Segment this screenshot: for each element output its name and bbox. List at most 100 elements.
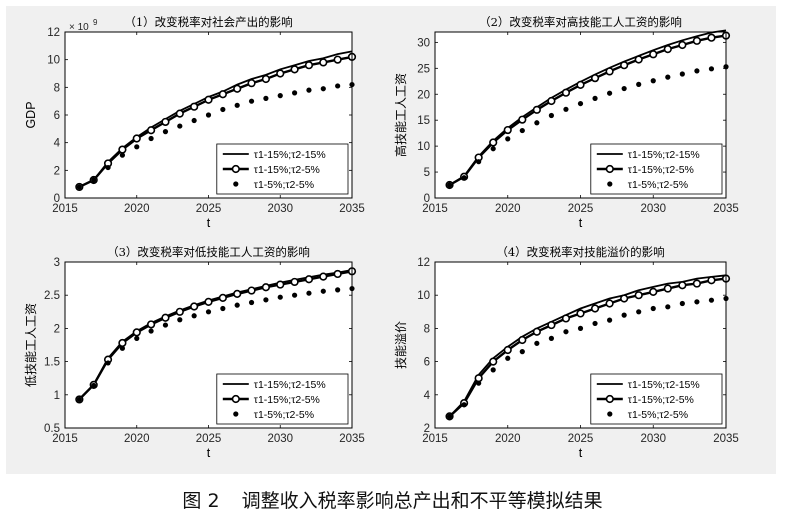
y-tick-label: 10 (417, 141, 430, 153)
x-tick-label: 2020 (495, 203, 521, 215)
chart-3: （3）改变税率对低技能工人工资的影响 2015 2020 2025 2030 2035 0.… (24, 245, 365, 460)
series-marker-dot (292, 292, 298, 298)
legend-marker-circle (605, 164, 614, 174)
y-axis-label: GDP (24, 101, 38, 128)
series-marker-dot (220, 305, 226, 312)
series-marker-circle (333, 55, 342, 64)
series-marker-circle (692, 279, 702, 288)
x-tick-label: 2035 (339, 203, 365, 215)
series-marker-circle (147, 320, 156, 329)
x-tick-label: 2025 (568, 203, 594, 215)
series-marker-dot (277, 93, 283, 99)
series-marker-dot (563, 106, 569, 112)
series-marker-dot (320, 288, 326, 294)
series-marker-dot (476, 380, 482, 386)
series-marker-dot (650, 305, 656, 312)
series-marker-dot (446, 413, 453, 419)
series-marker-circle (474, 374, 483, 383)
series-marker-dot (234, 102, 240, 108)
series-marker-dot (548, 112, 555, 119)
y-axis-label: 低技能工人工资 (24, 303, 38, 387)
legend-label: τ1-5%;τ2-5% (628, 179, 688, 191)
x-tick-label: 2020 (495, 433, 521, 445)
series-marker-dot (335, 287, 341, 293)
y-tick-label: 2 (424, 423, 430, 435)
series-marker-circle (333, 269, 342, 279)
series-marker-dot (679, 71, 685, 77)
series-marker-dot (694, 299, 700, 305)
series-marker-circle (204, 95, 213, 104)
series-marker-dot (592, 320, 598, 327)
x-axis-label: t (207, 446, 211, 460)
series-marker-dot (534, 120, 540, 126)
series-marker-circle (190, 102, 199, 111)
y-axis-label: 技能溢价 (394, 321, 408, 369)
series-marker-circle (247, 79, 256, 88)
x-tick-label: 2015 (422, 203, 448, 215)
legend-label: τ1-15%;τ2-15% (628, 379, 700, 391)
series-marker-dot (519, 127, 525, 134)
series-marker-dot (177, 123, 183, 129)
series-marker-dot (665, 74, 671, 80)
y-tick-label: 8 (424, 323, 430, 335)
chart-title: （4）改变税率对技能溢价的影响 (496, 245, 664, 259)
y-tick-label: 25 (417, 63, 430, 75)
y-tick-label: 12 (417, 257, 430, 269)
series-marker-circle (707, 33, 716, 42)
series-marker-circle (678, 281, 687, 290)
series-marker-dot (292, 90, 298, 96)
y-tick-label: 15 (417, 115, 430, 127)
series-marker-dot (621, 312, 627, 318)
x-tick-label: 2030 (640, 433, 666, 445)
x-tick-label: 2015 (52, 433, 78, 445)
axes-border (64, 31, 353, 199)
series-marker-dot (105, 360, 111, 366)
legend-label: τ1-15%;τ2-15% (254, 379, 326, 391)
legend-marker-dot (607, 181, 613, 187)
x-tick-label: 2015 (422, 433, 448, 445)
series-marker-circle (233, 289, 242, 298)
series-marker-dot (490, 367, 496, 373)
series-marker-dot (105, 164, 111, 171)
series-marker-circle (204, 297, 213, 306)
y-tick-label: 6 (54, 110, 60, 122)
series-marker-circle (489, 138, 498, 147)
series-marker-circle (132, 134, 141, 143)
series-marker-circle (707, 276, 716, 285)
series-marker-dot (277, 294, 283, 300)
series-marker-dot (177, 317, 183, 323)
series-marker-dot (148, 135, 154, 142)
series-marker-dot (607, 317, 613, 323)
y-tick-label: 30 (417, 37, 430, 49)
series-marker-dot (563, 329, 569, 335)
series-marker-dot (694, 68, 700, 74)
series-marker-circle (276, 69, 285, 78)
series-marker-dot (76, 396, 82, 403)
series-marker-dot (191, 313, 197, 319)
series-marker-circle (518, 335, 527, 345)
x-tick-label: 2030 (267, 433, 293, 445)
series-marker-circle (663, 284, 672, 293)
series-marker-dot (134, 144, 140, 150)
series-marker-circle (503, 345, 512, 355)
series-marker-dot (519, 349, 525, 355)
legend-marker-circle (231, 164, 240, 174)
legend-label: τ1-5%;τ2-5% (254, 179, 314, 191)
series-marker-dot (191, 117, 197, 124)
series-marker-dot (263, 297, 269, 303)
x-tick-label: 2025 (196, 433, 222, 445)
series-line (449, 29, 727, 186)
series-marker-circle (147, 126, 156, 135)
series-marker-dot (148, 328, 154, 334)
series-marker-dot (577, 100, 584, 107)
series-marker-dot (621, 85, 627, 92)
series-marker-circle (649, 287, 658, 296)
chart-title: （1）改变税率对社会产出的影响 (124, 15, 292, 29)
chart-title: （3）改变税率对低技能工人工资的影响 (107, 245, 310, 259)
series-marker-dot (91, 177, 97, 183)
x-axis-label: t (207, 216, 211, 230)
chart-title: （2）改变税率对高技能工人工资的影响 (479, 15, 682, 29)
series-marker-circle (319, 58, 328, 67)
y-tick-label: 3 (54, 257, 60, 269)
